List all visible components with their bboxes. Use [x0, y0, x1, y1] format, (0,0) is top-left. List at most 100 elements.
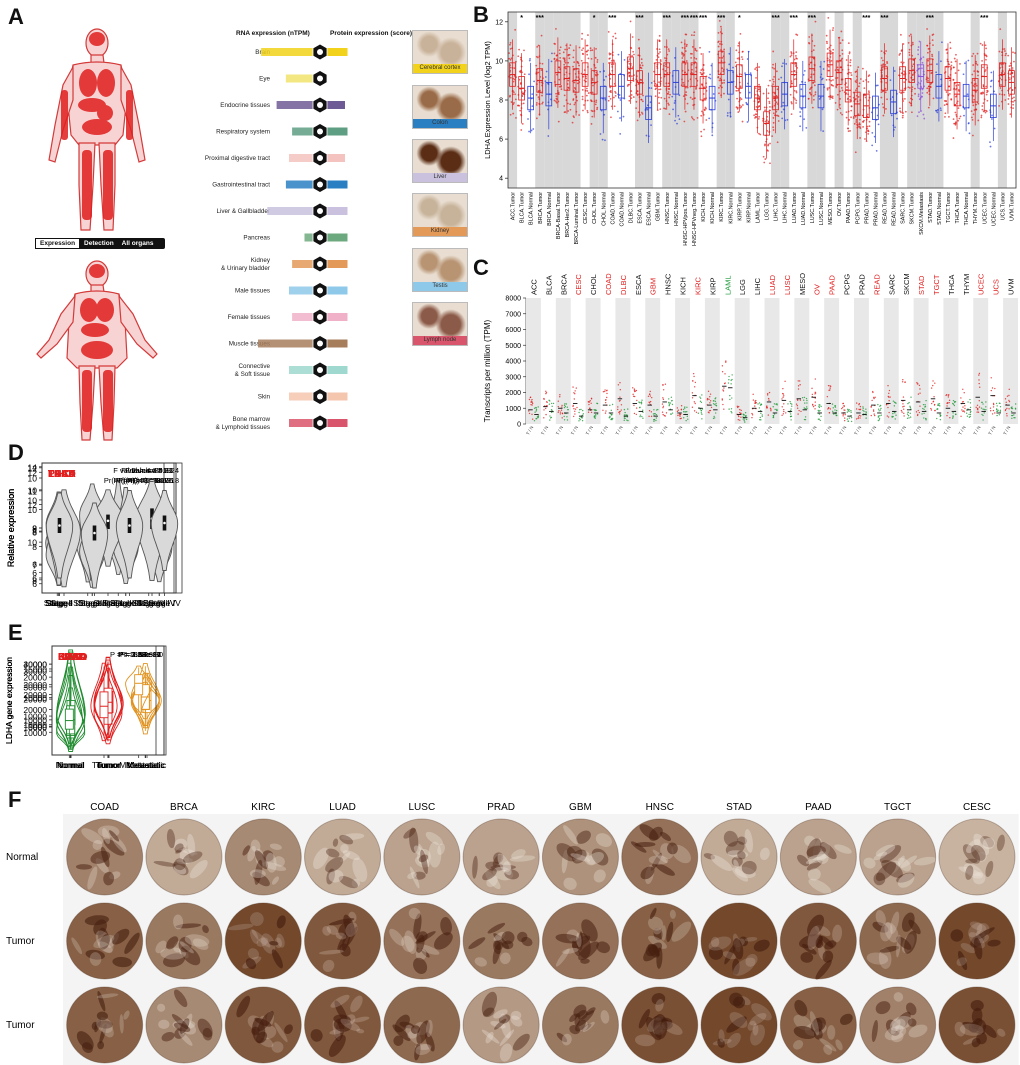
tissue-image-card[interactable]: Testis — [412, 248, 468, 292]
data-point — [759, 416, 761, 419]
ihc-texture — [576, 932, 582, 948]
ihc-texture — [97, 825, 120, 838]
data-point — [880, 50, 883, 52]
data-point — [879, 415, 881, 417]
data-point — [880, 57, 883, 59]
x-tick-label: SARC.Tumor — [901, 192, 907, 224]
data-point — [900, 49, 903, 52]
data-point — [649, 400, 652, 403]
column-shade — [645, 298, 661, 424]
cancer-type-label: MESO — [798, 273, 807, 295]
tab-all-organs[interactable]: All organs — [121, 240, 154, 247]
ihc-texture — [561, 1033, 572, 1046]
y-tick-label: 5000 — [505, 343, 521, 350]
data-point — [581, 95, 584, 98]
tissue-image-card[interactable]: Cerebral cortex — [412, 30, 468, 74]
data-point — [803, 418, 806, 421]
data-point — [603, 70, 606, 72]
data-point — [782, 62, 784, 65]
data-point — [782, 108, 785, 111]
data-point — [862, 406, 864, 408]
data-point — [938, 403, 941, 405]
tab-expression[interactable]: Expression — [35, 238, 81, 249]
data-point — [576, 99, 578, 102]
data-point — [684, 110, 687, 113]
data-point — [605, 401, 607, 404]
rna-bar — [292, 127, 320, 136]
data-point — [981, 108, 984, 111]
data-point — [727, 98, 730, 101]
data-point — [848, 409, 850, 411]
ihc-texture — [881, 860, 903, 878]
data-point — [699, 396, 701, 398]
ihc-texture — [338, 921, 355, 937]
ihc-texture — [962, 844, 981, 864]
data-point — [627, 408, 629, 410]
ihc-texture — [976, 1032, 987, 1045]
data-point — [977, 407, 979, 410]
cancer-type-label: ESCA — [634, 275, 643, 295]
data-point — [559, 394, 561, 396]
ihc-texture — [822, 950, 834, 963]
data-point — [840, 30, 843, 33]
data-point — [983, 408, 986, 411]
data-point — [693, 375, 695, 378]
data-point — [694, 47, 697, 50]
data-point — [842, 406, 844, 409]
data-point — [882, 63, 885, 66]
organ-icon-glyph — [317, 128, 323, 135]
data-point — [797, 388, 800, 390]
data-point — [637, 111, 640, 114]
protein-bar — [320, 339, 348, 348]
data-point — [855, 402, 858, 404]
data-point — [986, 91, 988, 94]
data-point — [635, 100, 638, 103]
data-point — [578, 64, 580, 67]
data-point — [902, 91, 905, 94]
ihc-texture — [504, 869, 520, 880]
ihc-texture — [982, 837, 995, 850]
ihc-texture — [265, 852, 277, 873]
data-point — [901, 381, 904, 383]
organ-icon-glyph — [317, 261, 323, 267]
column-shade — [585, 298, 601, 424]
data-point — [563, 57, 566, 60]
tab-detection[interactable]: Detection — [84, 240, 114, 247]
data-point — [835, 414, 837, 417]
data-point — [519, 71, 522, 74]
data-point — [795, 55, 797, 57]
data-point — [795, 102, 798, 104]
data-point — [517, 104, 520, 107]
ihc-core-edge — [304, 986, 382, 1064]
data-point — [508, 57, 511, 60]
data-point — [685, 91, 688, 93]
data-point — [952, 412, 954, 414]
data-point — [841, 39, 844, 42]
tissue-image-card[interactable]: Colon — [412, 85, 468, 129]
data-point — [676, 410, 679, 413]
ihc-texture — [493, 940, 502, 955]
expression-detection-toggle[interactable]: Expression Detection All organs — [35, 238, 165, 249]
tissue-image-card[interactable]: Lymph node — [412, 302, 468, 346]
data-point — [954, 60, 957, 63]
data-point — [980, 114, 983, 117]
data-point — [617, 53, 620, 56]
ihc-texture — [182, 851, 203, 863]
data-point — [859, 408, 862, 411]
data-point — [755, 106, 758, 108]
data-point — [845, 116, 848, 119]
data-point — [699, 46, 701, 49]
organ-label: Bone marrow — [233, 416, 271, 423]
tissue-image-card[interactable]: Liver — [412, 139, 468, 183]
data-point — [572, 99, 575, 101]
x-tick-label: COAD.Tumor — [610, 192, 616, 225]
data-point — [934, 409, 936, 412]
data-point — [887, 384, 889, 387]
ihc-texture — [99, 934, 111, 950]
tissue-image-card[interactable]: Kidney — [412, 193, 468, 237]
data-point — [647, 395, 650, 397]
data-point — [722, 390, 725, 392]
data-point — [948, 401, 950, 404]
ihc-texture — [901, 912, 915, 932]
ihc-texture — [897, 857, 911, 872]
